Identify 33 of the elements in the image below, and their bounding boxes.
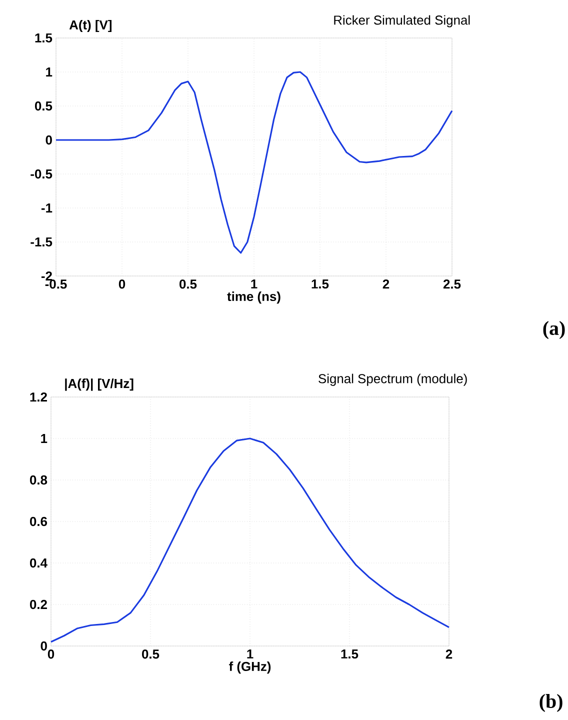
y-axis-title: |A(f)| [V/Hz] [65, 378, 134, 391]
y-tick-label: 0.8 [30, 475, 48, 485]
text: (a) [543, 320, 565, 340]
y-tick-label: 1 [46, 68, 52, 76]
y-axis-title: A(t) [V] [69, 20, 112, 32]
y-tick-label: -1 [41, 204, 52, 212]
x-tick-label: 0.5 [142, 650, 160, 659]
y-tick-label: 0 [46, 135, 52, 145]
x-tick-label: 1.5 [341, 650, 358, 659]
y-tick-label: 0.4 [30, 558, 48, 568]
x-tick-label: 2 [382, 280, 390, 289]
x-tick-label: 2.5 [443, 280, 461, 289]
chart-title: Ricker Simulated Signal [334, 15, 470, 28]
y-tick-label: -1.5 [30, 237, 52, 247]
x-axis-title: time (ns) [227, 292, 280, 304]
x-tick-label: 2 [446, 650, 452, 659]
x-tick-label: 0 [118, 280, 126, 289]
x-tick-label: 1 [247, 650, 254, 658]
y-tick-label: -0.5 [30, 169, 52, 179]
y-tick-label: 0.5 [34, 101, 52, 111]
x-axis-title: f (GHz) [229, 662, 271, 674]
x-tick-label: 1.5 [312, 280, 329, 289]
x-tick-label: 1 [251, 280, 258, 288]
y-tick-label: 0 [40, 641, 47, 651]
chart-title: Signal Spectrum (module) [318, 374, 467, 386]
x-tick-label: 0.5 [180, 280, 197, 289]
y-tick-label: 1 [41, 434, 48, 443]
y-tick-label: 0.6 [30, 516, 48, 526]
y-tick-label: 1.2 [30, 392, 47, 402]
y-tick-label: 0.2 [30, 600, 47, 610]
text: (b) [540, 694, 562, 712]
y-tick-label: -2 [41, 271, 52, 281]
y-tick-label: 1.5 [35, 33, 52, 43]
